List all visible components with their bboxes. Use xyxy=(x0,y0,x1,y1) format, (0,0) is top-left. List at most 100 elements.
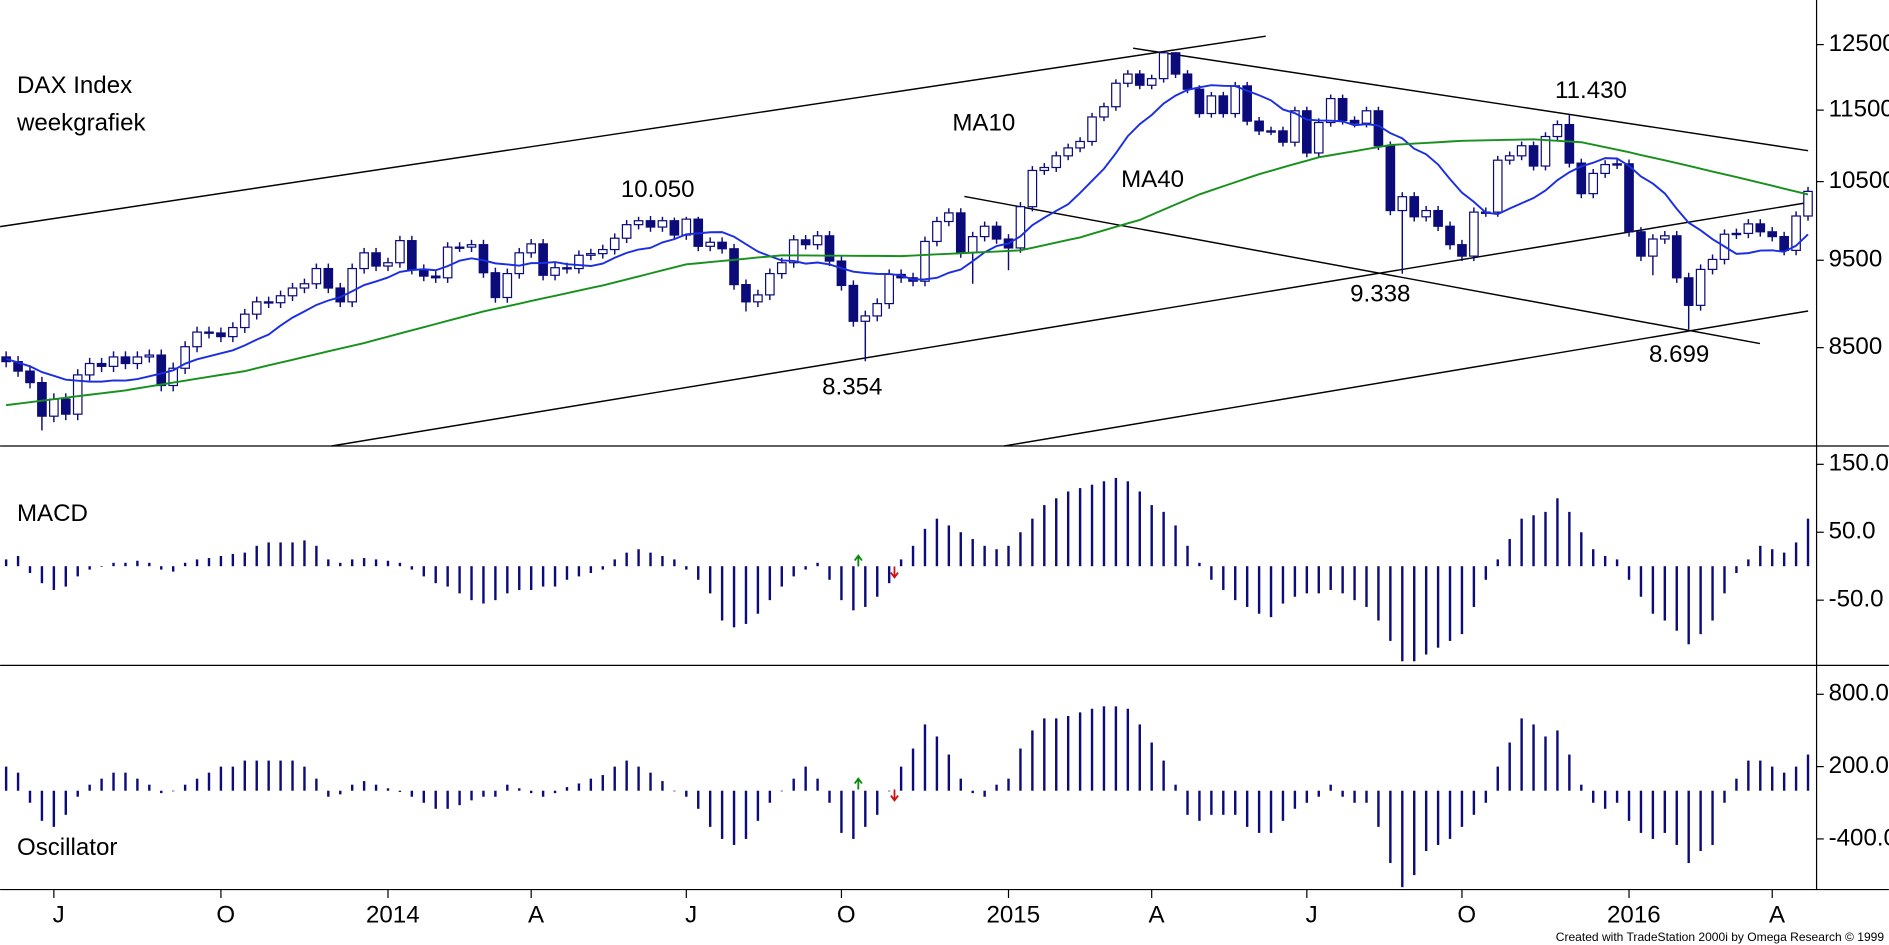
histogram-bar xyxy=(183,562,187,567)
histogram-bar xyxy=(1078,488,1082,567)
histogram-bar xyxy=(160,566,163,570)
histogram-bar xyxy=(1389,790,1392,864)
histogram-bar xyxy=(100,778,103,791)
histogram-bar xyxy=(756,790,760,821)
histogram-bar xyxy=(52,790,56,827)
y-tick-label: -400.0 xyxy=(1829,824,1889,851)
histogram-bar xyxy=(1007,778,1010,791)
candle-body xyxy=(1421,209,1431,218)
histogram-bar xyxy=(1556,730,1559,791)
candle-body xyxy=(132,356,143,365)
candle-body xyxy=(1469,211,1479,257)
candle-body xyxy=(1552,123,1563,138)
histogram-bar xyxy=(828,566,831,580)
series-label: MA40 xyxy=(1121,166,1184,193)
histogram-bar xyxy=(923,528,927,567)
histogram-bar xyxy=(1615,559,1619,567)
x-tick-label: J xyxy=(53,901,65,928)
histogram-bar xyxy=(350,784,354,791)
histogram-bar xyxy=(255,545,258,567)
candle-body xyxy=(955,212,966,254)
candle-body xyxy=(1433,209,1443,227)
candle-body xyxy=(395,240,405,264)
histogram-bar xyxy=(601,775,604,791)
candle-body xyxy=(108,356,119,367)
histogram-bar xyxy=(494,566,497,601)
footer: Created with TradeStation 2000i by Omega… xyxy=(1556,930,1885,944)
y-tick-label: 10500 xyxy=(1829,167,1889,194)
y-tick-label: 150.0 xyxy=(1829,450,1889,477)
candle-body xyxy=(1588,172,1599,195)
histogram-bar xyxy=(374,784,378,791)
candle-body xyxy=(1791,215,1801,251)
histogram-bar xyxy=(887,790,891,792)
histogram-bar xyxy=(327,790,330,797)
histogram-bar xyxy=(64,566,67,587)
histogram-bar xyxy=(1782,772,1786,791)
histogram-bar xyxy=(1102,706,1106,791)
histogram-bar xyxy=(1675,566,1678,631)
histogram-bar xyxy=(518,566,521,590)
histogram-bar xyxy=(1675,790,1678,845)
candle-body xyxy=(275,295,286,304)
histogram-bar xyxy=(494,790,497,797)
histogram-bar xyxy=(1365,790,1368,803)
x-tick-label: 2015 xyxy=(987,901,1041,928)
histogram-bar xyxy=(792,566,795,577)
histogram-bar xyxy=(219,766,223,791)
histogram-bar xyxy=(697,566,700,580)
histogram-bar xyxy=(350,559,354,567)
moving-average-line xyxy=(5,84,1809,383)
histogram-bar xyxy=(303,540,306,567)
histogram-bar xyxy=(1293,566,1297,597)
candle-body xyxy=(1206,95,1217,115)
histogram-bar xyxy=(482,790,485,797)
histogram-bar xyxy=(1043,505,1046,567)
candle-body xyxy=(228,326,238,338)
histogram-bar xyxy=(1508,539,1511,567)
histogram-bar xyxy=(195,778,199,791)
candle-body xyxy=(84,362,95,376)
histogram-bar xyxy=(243,760,246,791)
candle-body xyxy=(1409,196,1420,218)
candle-body xyxy=(872,302,883,317)
histogram-bar xyxy=(124,562,127,567)
histogram-bar xyxy=(434,566,437,584)
histogram-bar xyxy=(243,552,246,567)
histogram-bar xyxy=(1663,790,1667,833)
candle-body xyxy=(812,235,823,246)
candle-body xyxy=(1134,73,1145,86)
histogram-bar xyxy=(995,784,998,791)
histogram-bar xyxy=(840,790,843,833)
candle-body xyxy=(788,239,799,264)
histogram-bar xyxy=(1580,784,1583,791)
candle-body xyxy=(645,220,656,228)
candle-body xyxy=(144,354,155,358)
histogram-bar xyxy=(76,790,79,797)
histogram-bar xyxy=(911,545,915,567)
histogram-bar xyxy=(315,778,318,791)
histogram-bar xyxy=(1699,566,1702,635)
histogram-bar xyxy=(697,790,700,809)
candle-body xyxy=(1361,110,1372,124)
histogram-bar xyxy=(685,566,688,570)
panel-title: MACD xyxy=(17,500,88,527)
histogram-bar xyxy=(565,787,569,791)
histogram-bar xyxy=(625,552,628,567)
histogram-bar xyxy=(816,778,819,791)
histogram-bar xyxy=(1114,706,1118,791)
candle-body xyxy=(383,262,393,267)
histogram-bar xyxy=(231,553,235,567)
histogram-bar xyxy=(1711,790,1714,845)
histogram-bar xyxy=(470,566,473,601)
histogram-bar xyxy=(1627,790,1631,821)
candle-body xyxy=(442,246,453,279)
histogram-bar xyxy=(529,566,533,590)
histogram-bar xyxy=(1520,518,1523,567)
histogram-bar xyxy=(864,790,867,827)
histogram-bar xyxy=(1341,566,1344,594)
candle-body xyxy=(1039,166,1050,172)
candle-body xyxy=(1767,231,1778,238)
candle-body xyxy=(967,236,978,254)
histogram-bar xyxy=(398,790,402,792)
